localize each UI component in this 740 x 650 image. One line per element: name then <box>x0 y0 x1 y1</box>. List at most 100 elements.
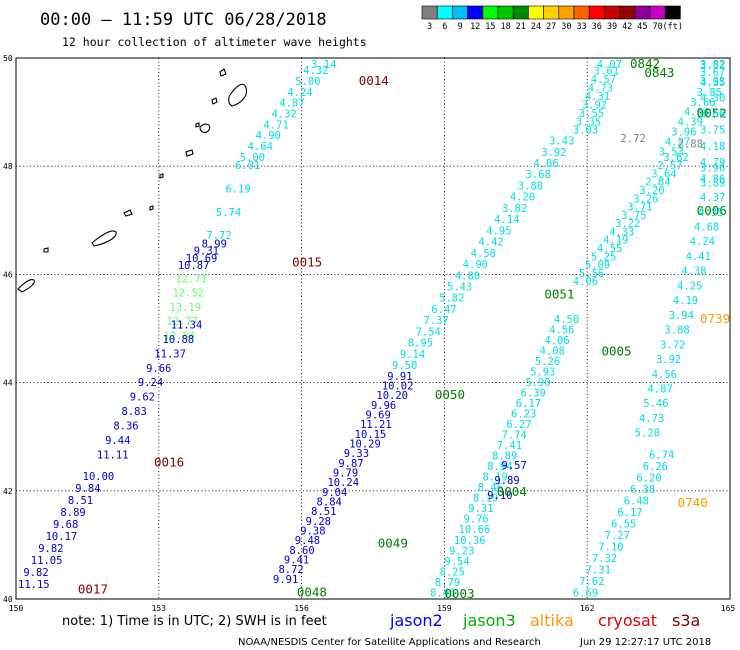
wave-height-value: 9.57 <box>502 460 527 472</box>
wave-height-value: 3.14 <box>311 59 336 71</box>
pass-time-label: 0049 <box>378 536 408 551</box>
wave-height-value: 10.00 <box>83 471 115 483</box>
wave-height-value: 7.37 <box>423 315 448 327</box>
colorbar-swatch <box>528 5 544 20</box>
wave-height-value: 13.19 <box>170 302 202 314</box>
wave-height-value: 4.19 <box>673 295 698 307</box>
wave-height-value: 6.39 <box>521 388 546 400</box>
wave-height-value: 4.06 <box>533 158 558 170</box>
wave-height-value: 8.19 <box>482 472 507 484</box>
wave-height-value: 8.72 <box>278 564 303 576</box>
legend-s3a: s3a <box>672 611 700 630</box>
wave-height-value: 11.34 <box>171 320 203 332</box>
pass-time-label: 0739 <box>700 311 730 326</box>
track-t0017: 10.009.848.518.899.6810.179.8211.059.821… <box>18 471 114 597</box>
legend-cryosat: cryosat <box>598 611 657 630</box>
wave-height-value: 5.46 <box>643 398 668 410</box>
colorbar-swatch <box>619 5 636 20</box>
pass-time-label: 0842 <box>630 56 660 71</box>
wave-height-value: 4.25 <box>677 280 702 292</box>
wave-height-value: 9.54 <box>444 556 469 568</box>
wave-height-value: 6.38 <box>630 484 655 496</box>
wave-height-value: 10.36 <box>454 535 486 547</box>
wave-height-value: 4.38 <box>681 266 706 278</box>
track-t0003: 4.504.564.064.085.265.935.906.396.176.23… <box>430 314 579 601</box>
pass-time-label: 0015 <box>292 254 322 269</box>
track-t0740: 6.746.266.206.386.486.176.557.277.107.32… <box>573 449 708 599</box>
wave-height-value: 11.05 <box>31 555 63 567</box>
wave-height-value: 4.07 <box>597 59 622 71</box>
wave-height-value: 3.53 <box>659 146 684 158</box>
wave-height-value: 4.35 <box>700 77 725 89</box>
map-frame <box>15 57 731 600</box>
wave-height-value: 10.87 <box>178 260 210 272</box>
wave-height-value: 8.25 <box>440 566 465 578</box>
lon-tick-label: 150 <box>9 604 24 613</box>
track-tMisc: 3.52 3.03 4.30 3.66 3.75 4.18 4.79 4.86 <box>700 60 725 186</box>
wave-height-value: 4.37 <box>700 192 725 204</box>
wave-height-value: 9.91 <box>273 574 298 586</box>
footer-timestamp: Jun 29 12:27:17 UTC 2018 <box>579 637 711 648</box>
wave-height-value: 9.87 <box>338 458 363 470</box>
wave-height-value: 9.41 <box>284 554 309 566</box>
wave-height-value: 4.95 <box>486 225 511 237</box>
wave-height-value: 6.47 <box>431 304 456 316</box>
wave-height-value: 7.74 <box>502 430 527 442</box>
wave-height-value: 6.69 <box>573 587 598 599</box>
wave-height-value: 9.50 <box>392 360 417 372</box>
wave-height-value: 7.31 <box>586 564 611 576</box>
wave-height-value: 7.27 <box>605 530 630 542</box>
wave-height-value: 3.92 <box>656 354 681 366</box>
colorbar-swatch <box>664 5 681 20</box>
wave-height-value: 9.91 <box>387 371 412 383</box>
wave-height-value: 8.60 <box>289 545 314 557</box>
wave-height-value: 9.31 <box>468 503 493 515</box>
wave-height-value: 4.14 <box>494 214 519 226</box>
wave-height-value: 9.82 <box>23 567 48 579</box>
pass-time-label: 0004 <box>497 484 527 499</box>
wave-height-value: 3.61 <box>594 66 619 78</box>
wave-height-value: 10.20 <box>376 390 408 402</box>
wave-height-value: 5.00 <box>295 76 320 88</box>
colorbar-label: 6 <box>442 22 447 32</box>
pass-time-label: 0843 <box>644 65 674 80</box>
wave-height-value: 3.82 <box>502 203 527 215</box>
colorbar-swatch <box>467 5 484 20</box>
wave-height-value: 4.32 <box>303 65 328 77</box>
track-t0052: 3.823.674.353.853.664.044.393.964.273.53… <box>659 59 727 158</box>
lat-tick-label: 40 <box>3 595 13 604</box>
wave-height-value: 8.84 <box>317 496 342 508</box>
wave-height-value: 3.03 <box>573 125 598 137</box>
wave-height-value: 11.11 <box>97 449 129 461</box>
track-t0014: 3.144.325.004.244.874.324.714.904.645.00… <box>240 59 389 164</box>
colorbar: 3 6 9 12 15 18 21 24 27 30 33 36 39 42 45 70 (ft) <box>421 5 683 32</box>
colorbar-label: 42 <box>622 22 632 32</box>
wave-height-value: 3.62 <box>663 152 688 164</box>
wave-height-value: 5.20 <box>635 428 660 440</box>
wave-height-value: 5.26 <box>535 356 560 368</box>
wave-height-value: 4.73 <box>588 82 613 94</box>
colorbar-swatch <box>604 5 620 20</box>
wave-height-value: 12.71 <box>175 274 207 286</box>
track-t0006: 3.622.573.642.843.203.263.713.753.224.33… <box>573 152 727 288</box>
wave-height-value: 9.24 <box>138 377 163 389</box>
wave-height-value: 3.96 <box>671 127 696 139</box>
wave-height-value: 4.73 <box>639 413 664 425</box>
pass-time-label: 0005 <box>601 344 631 359</box>
colorbar-swatch <box>497 5 514 20</box>
wave-height-value: 3.35 <box>576 116 601 128</box>
wave-height-value: 4.87 <box>647 384 672 396</box>
satellite-tracks: 3.144.325.004.244.874.324.714.904.645.00… <box>18 56 730 601</box>
wave-height-value: 8.89 <box>60 507 85 519</box>
wave-height-value: 4.35 <box>698 207 723 219</box>
wave-height-value: 8.94 <box>487 461 512 473</box>
wave-height-value: 9.89 <box>494 475 519 487</box>
colorbar-label: 27 <box>546 22 556 32</box>
colorbar-label: (ft) <box>663 22 683 32</box>
track-t0015: 6.01 6.19 5.74 7.72 0015 <box>206 160 322 269</box>
wave-height-value: 4.57 <box>591 74 616 86</box>
lon-tick-label: 159 <box>437 604 452 613</box>
colorbar-label: 18 <box>500 22 510 32</box>
wave-height-value: 8.51 <box>68 495 93 507</box>
